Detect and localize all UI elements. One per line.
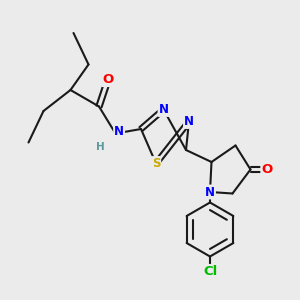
Text: O: O bbox=[102, 73, 114, 86]
Text: H: H bbox=[96, 142, 105, 152]
Text: N: N bbox=[184, 115, 194, 128]
Text: N: N bbox=[114, 124, 124, 138]
Text: N: N bbox=[205, 185, 215, 199]
Text: N: N bbox=[158, 103, 169, 116]
Text: Cl: Cl bbox=[203, 265, 217, 278]
Text: O: O bbox=[261, 163, 273, 176]
Text: S: S bbox=[152, 157, 160, 170]
